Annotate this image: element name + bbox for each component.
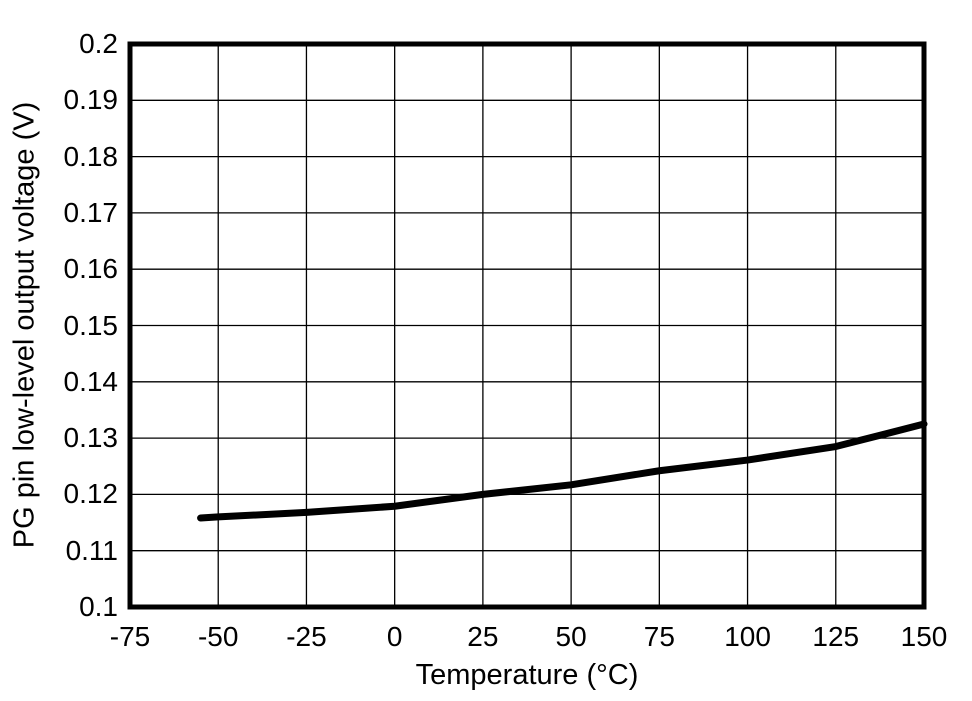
y-tick-label: 0.19 [63, 84, 119, 116]
x-tick-label: -25 [286, 621, 327, 652]
y-tick-label: 0.1 [79, 591, 118, 622]
data-curve [197, 420, 928, 522]
x-tick-label: 100 [724, 621, 771, 652]
y-tick-label: 0.11 [65, 534, 118, 566]
y-tick-label: 0.12 [63, 478, 119, 510]
x-tick-label: 25 [467, 621, 499, 652]
x-tick-label: -75 [109, 621, 151, 652]
x-tick-label: 75 [643, 621, 675, 652]
y-tick-label: 0.17 [63, 196, 119, 228]
y-tick-label: 0.16 [63, 253, 119, 285]
x-tick-label: 50 [555, 621, 587, 652]
axis-frame [127, 41, 927, 610]
y-tick-label: 0.18 [63, 140, 119, 172]
x-axis-title: Temperature (°C) [415, 659, 639, 691]
x-tick-label: 0 [386, 621, 403, 652]
x-tick-label: 150 [900, 621, 948, 652]
y-tick-label: 0.2 [79, 28, 118, 59]
y-tick-label: 0.14 [63, 365, 119, 397]
y-tick-label: 0.13 [63, 422, 119, 454]
y-tick-label: 0.15 [63, 309, 119, 341]
x-tick-label: 125 [812, 621, 860, 652]
x-tick-label: -50 [197, 621, 239, 652]
